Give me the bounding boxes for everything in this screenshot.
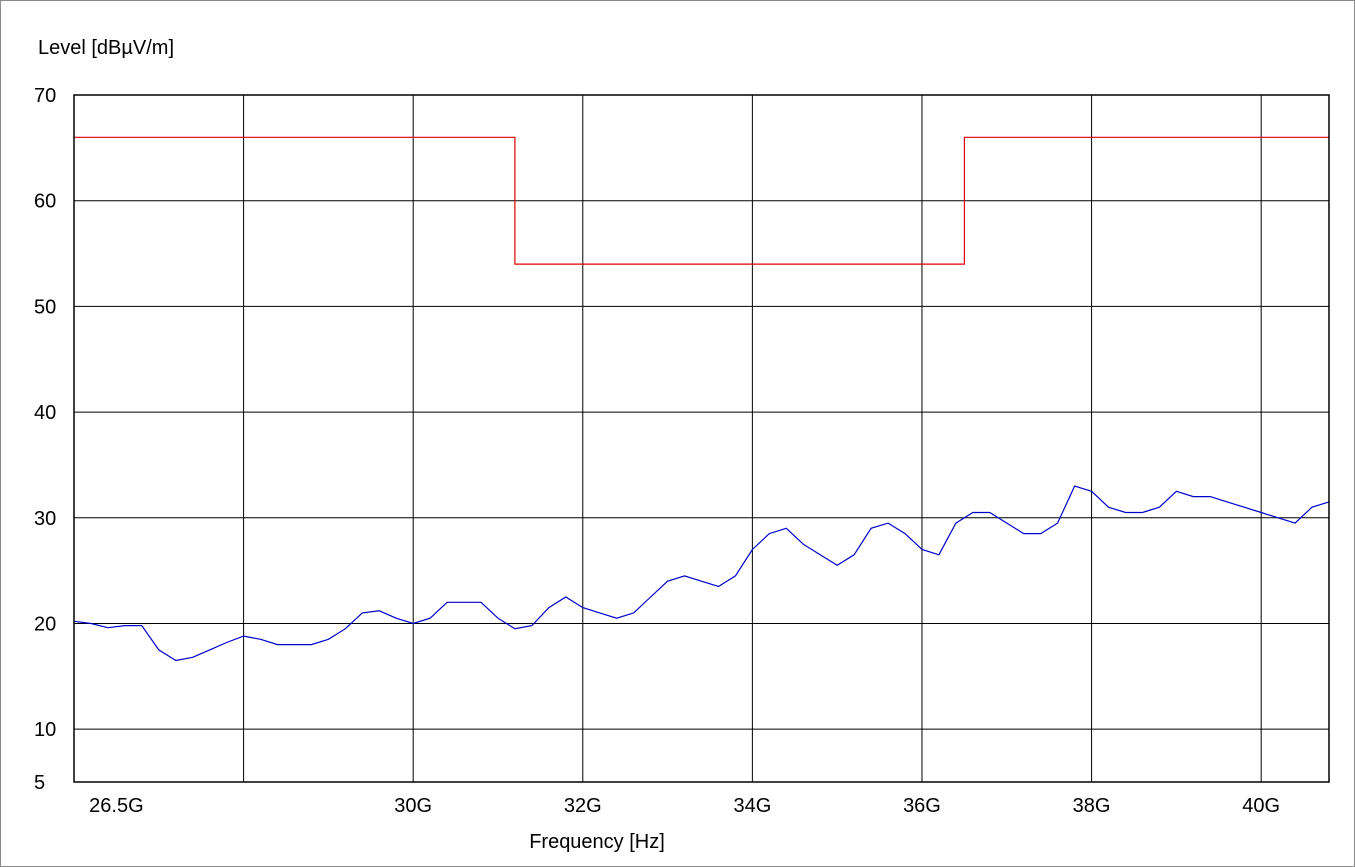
limit-line xyxy=(74,136,1329,265)
measurement-trace xyxy=(73,485,1330,662)
x-tick-label: 26.5G xyxy=(89,795,143,817)
x-tick-label: 38G xyxy=(1073,795,1111,817)
series-layer xyxy=(73,136,1330,662)
x-tick-label: 36G xyxy=(903,795,941,817)
y-tick-label: 5 xyxy=(34,772,45,794)
x-tick-label: 30G xyxy=(394,795,432,817)
y-axis-label: Level [dBµV/m] xyxy=(38,37,174,59)
plot-border xyxy=(73,94,1330,783)
tick-labels: 70 60 50 40 30 20 10 5 26.5G 30G 32G 34G 36G 38G 40G xyxy=(34,85,1280,817)
x-tick-label: 34G xyxy=(733,795,771,817)
y-tick-label: 30 xyxy=(34,508,56,530)
y-tick-label: 40 xyxy=(34,402,56,424)
y-tick-label: 20 xyxy=(34,613,56,635)
y-tick-label: 70 xyxy=(34,85,56,107)
x-tick-label: 32G xyxy=(564,795,602,817)
grid xyxy=(74,95,1329,782)
y-tick-label: 10 xyxy=(34,719,56,741)
x-axis-label: Frequency [Hz] xyxy=(529,831,665,853)
y-tick-label: 50 xyxy=(34,296,56,318)
x-tick-label: 40G xyxy=(1242,795,1280,817)
y-tick-label: 60 xyxy=(34,191,56,213)
